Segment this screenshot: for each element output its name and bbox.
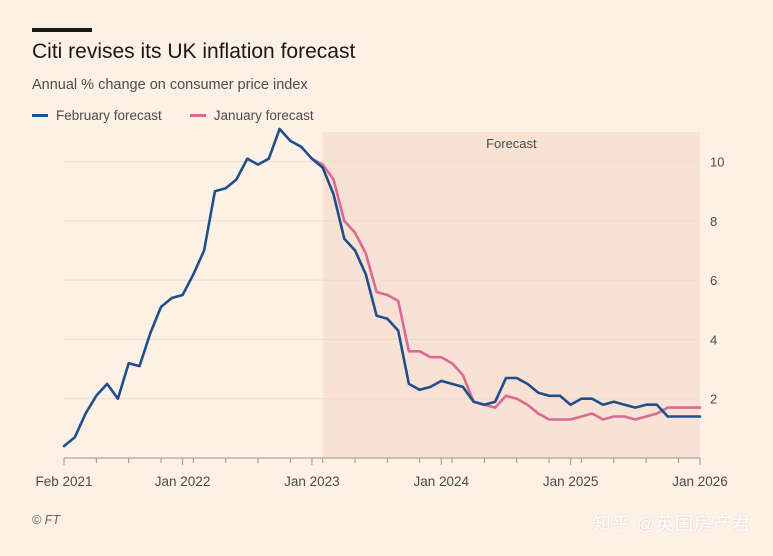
y-tick-label-2: 2 <box>710 392 717 407</box>
legend-label-february: February forecast <box>56 108 162 123</box>
chart-title: Citi revises its UK inflation forecast <box>32 40 356 63</box>
x-tick-label-2021-02: Feb 2021 <box>35 474 92 489</box>
source-credit: © FT <box>32 513 60 527</box>
chart-subtitle: Annual % change on consumer price index <box>32 77 308 93</box>
series-line-january <box>310 157 702 421</box>
x-tick-label-2022-01: Jan 2022 <box>155 474 211 489</box>
y-tick-label-6: 6 <box>710 273 717 288</box>
x-tick-label-2026-01: Jan 2026 <box>672 474 728 489</box>
legend-swatch-january <box>189 114 206 117</box>
legend-item-february: February forecast <box>32 108 162 123</box>
legend: February forecast January forecast <box>32 108 314 123</box>
y-tick-label-8: 8 <box>710 214 717 229</box>
legend-item-january: January forecast <box>189 108 314 123</box>
legend-label-january: January forecast <box>213 108 314 123</box>
y-tick-label-4: 4 <box>710 332 717 347</box>
watermark: 知乎 @英国房产君 <box>592 514 751 534</box>
forecast-label: Forecast <box>486 136 537 151</box>
x-tick-label-2024-01: Jan 2024 <box>414 474 470 489</box>
forecast-region <box>322 132 700 458</box>
ft-top-bar <box>32 28 92 32</box>
x-tick-label-2023-01: Jan 2023 <box>284 474 340 489</box>
series-line-february <box>62 127 702 448</box>
x-tick-label-2025-01: Jan 2025 <box>543 474 599 489</box>
y-tick-label-10: 10 <box>710 155 724 170</box>
legend-swatch-february <box>32 114 48 117</box>
